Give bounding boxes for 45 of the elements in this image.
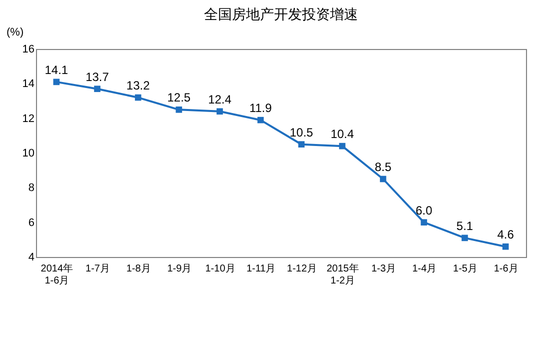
- data-label: 6.0: [416, 203, 433, 218]
- point: [298, 141, 305, 148]
- point: [257, 116, 264, 124]
- x-tick-label: 2015年 1-2月: [326, 262, 359, 286]
- point: [420, 219, 428, 226]
- y-tick-label: 8: [28, 182, 34, 194]
- point: [53, 78, 60, 86]
- x-tick-label: 1-7月: [86, 264, 110, 274]
- x-tick-label: 1-11月: [246, 264, 276, 274]
- data-label: 14.1: [44, 62, 68, 77]
- data-label: 11.9: [249, 101, 272, 116]
- point: [216, 108, 223, 115]
- y-tick-label: 10: [22, 148, 34, 160]
- chart-title: 全国房地产开发投资增速: [204, 6, 358, 22]
- data-label: 8.5: [374, 160, 392, 174]
- y-axis-title: (%): [6, 26, 24, 38]
- x-tick-label: 1-3月: [371, 264, 396, 274]
- point: [462, 234, 468, 242]
- point: [134, 94, 142, 101]
- x-tick-label: 1-12月: [286, 264, 317, 274]
- point: [339, 142, 346, 150]
- y-tick-label: 14: [22, 78, 34, 90]
- y-tick-label: 4: [28, 252, 34, 264]
- x-tick-label: 1-4月: [412, 264, 437, 274]
- x-tick-label: 1-9月: [167, 264, 192, 274]
- x-tick-label: 1-5月: [453, 264, 478, 274]
- x-tick-label: 1-8月: [126, 264, 151, 274]
- data-label: 10.4: [330, 127, 354, 142]
- x-tick-label: 2014年 1-6月: [40, 262, 74, 286]
- data-label: 4.6: [497, 228, 514, 242]
- data-label: 13.2: [126, 78, 150, 93]
- data-label: 12.5: [167, 90, 191, 105]
- y-tick-label: 6: [28, 216, 34, 229]
- point: [502, 243, 509, 250]
- data-label: 12.4: [208, 92, 232, 106]
- point: [176, 106, 182, 113]
- x-tick-label: 1-10月: [205, 264, 236, 274]
- data-label: 10.5: [290, 125, 314, 140]
- y-tick-label: 16: [22, 44, 34, 56]
- point: [380, 176, 386, 182]
- data-label: 13.7: [86, 70, 110, 84]
- point: [94, 86, 100, 92]
- x-tick-label: 1-6月: [494, 264, 518, 274]
- y-tick-label: 12: [22, 112, 34, 125]
- data-label: 5.1: [456, 218, 474, 233]
